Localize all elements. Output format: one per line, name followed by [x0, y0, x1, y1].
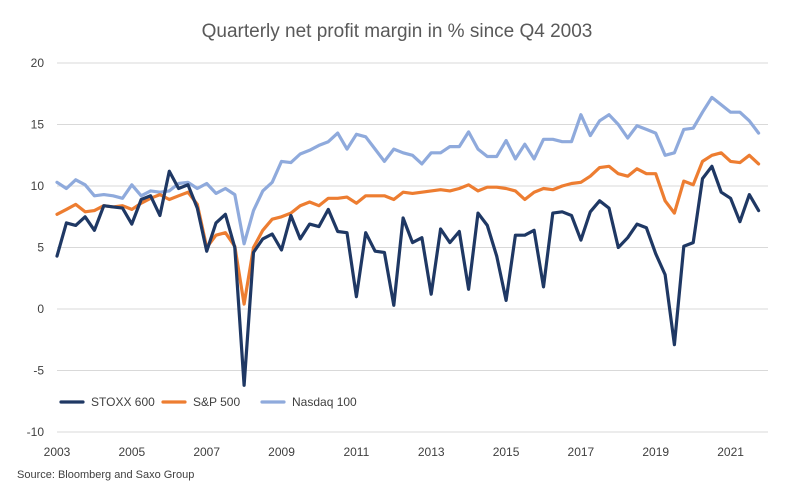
x-tick-label: 2007 [193, 445, 220, 459]
series-line-nasdaq-100 [55, 95, 761, 246]
y-tick-label: 20 [31, 56, 45, 70]
y-tick-label: -10 [27, 425, 45, 439]
x-tick-label: 2015 [493, 445, 520, 459]
x-tick-label: 2011 [343, 445, 369, 459]
x-tick-label: 2017 [568, 445, 595, 459]
gridlines [57, 62, 768, 433]
source-note: Source: Bloomberg and Saxo Group [17, 469, 194, 481]
x-tick-label: 2005 [118, 445, 145, 459]
legend-label: Nasdaq 100 [292, 395, 357, 409]
y-tick-label: 0 [37, 302, 44, 316]
chart-title: Quarterly net profit margin in % since Q… [202, 21, 593, 42]
x-tick-label: 2009 [268, 445, 295, 459]
y-tick-label: 5 [37, 241, 44, 255]
x-axis-tick-labels: 2003 2005 2007 2009 2011 2013 2015 2017 2019 2021 [44, 445, 745, 459]
series-lines [55, 95, 761, 387]
y-tick-label: -5 [33, 364, 44, 378]
y-tick-label: 15 [31, 118, 45, 132]
x-tick-label: 2003 [44, 445, 71, 459]
legend-label: STOXX 600 [91, 395, 155, 409]
legend-label: S&P 500 [193, 395, 240, 409]
x-tick-label: 2019 [642, 445, 669, 459]
series-line-s-p-500 [55, 151, 761, 306]
y-axis-tick-labels: 20 15 10 5 0 -5 -10 [27, 56, 45, 439]
legend: STOXX 600 S&P 500 Nasdaq 100 [59, 395, 357, 409]
x-tick-label: 2021 [717, 445, 744, 459]
y-tick-label: 10 [31, 179, 45, 193]
x-tick-label: 2013 [418, 445, 445, 459]
series-line-stoxx-600 [55, 164, 761, 387]
